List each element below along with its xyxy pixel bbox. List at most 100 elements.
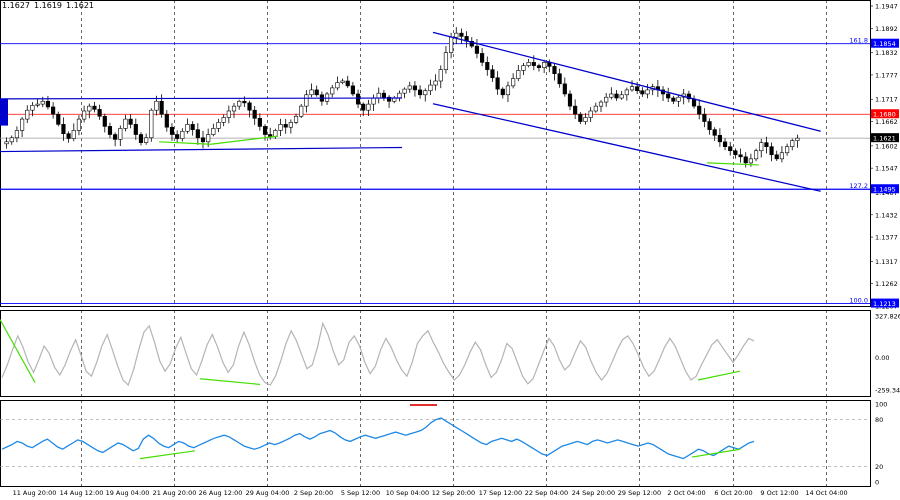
price-tag-label: 1.1680	[873, 111, 896, 119]
candle-body	[82, 110, 87, 120]
candle-body	[397, 92, 402, 99]
x-tick-label: 2 Sep 20:00	[294, 489, 333, 497]
x-tick-label: 26 Aug 12:00	[199, 489, 243, 497]
x-tick-label: 11 Aug 20:00	[13, 489, 57, 497]
rsi-axis-label: 20	[875, 463, 883, 471]
candle-body	[278, 124, 283, 131]
candle-body	[361, 103, 366, 111]
candle-body	[505, 85, 511, 96]
rsi-axis-label: 0	[875, 479, 879, 487]
candle-body	[567, 93, 573, 107]
support-line	[159, 141, 211, 145]
cci-divergence-line	[697, 370, 741, 381]
candle-body	[283, 124, 288, 128]
price-tick-label: 1.1262	[875, 280, 898, 288]
x-tick-label: 9 Oct 12:00	[760, 489, 798, 497]
candle-body	[671, 97, 676, 102]
candle-body	[304, 94, 309, 107]
candle-body	[722, 141, 728, 147]
candle-body	[247, 102, 252, 111]
support-line	[706, 162, 759, 166]
price-tag-label: 1.1621	[873, 135, 896, 143]
candle-body	[521, 65, 526, 71]
candle-body	[350, 85, 355, 95]
candle-body	[459, 32, 464, 37]
candle-body	[666, 93, 671, 99]
candle-body	[195, 129, 200, 139]
candle-body	[226, 110, 231, 118]
candle-body	[485, 62, 490, 70]
candle-body	[216, 122, 221, 129]
candle-body	[71, 130, 76, 139]
candle-body	[640, 90, 645, 95]
candle-body	[35, 103, 40, 106]
candle-body	[118, 128, 123, 140]
candle-body	[645, 89, 650, 95]
candle-body	[495, 77, 500, 90]
candle-body	[61, 124, 66, 135]
x-tick-label: 29 Sep 12:00	[618, 489, 661, 497]
fib-level-label: 127.2	[849, 182, 868, 190]
candle-body	[288, 122, 293, 128]
candle-body	[702, 113, 707, 122]
price-tick-label: 1.1947	[875, 3, 898, 11]
candle-body	[748, 158, 753, 164]
price-tag-bg	[871, 109, 899, 119]
candle-body	[257, 117, 262, 127]
candle-body	[92, 105, 97, 110]
candle-body	[511, 78, 516, 87]
candle-body	[583, 117, 588, 122]
candle-body	[552, 66, 557, 75]
rsi-divergence-line	[691, 448, 741, 458]
candle-body	[144, 137, 149, 143]
x-tick-label: 12 Sep 20:00	[432, 489, 475, 497]
candle-body	[56, 113, 61, 125]
candle-body	[45, 100, 51, 108]
candle-body	[138, 134, 144, 143]
candle-body	[107, 126, 113, 135]
x-tick-label: 14 Aug 12:00	[60, 489, 104, 497]
candle-body	[76, 118, 82, 131]
price-tick-label: 1.1777	[875, 71, 898, 79]
candle-body	[221, 117, 226, 123]
candle-body	[14, 130, 20, 139]
candle-body	[211, 128, 216, 135]
support-line	[210, 135, 279, 145]
candle-body	[9, 137, 14, 143]
header-close: 1.1621	[66, 1, 94, 10]
candle-body	[164, 113, 169, 128]
price-tick-label: 1.1892	[875, 25, 898, 33]
rsi-line	[1, 417, 755, 460]
cci-panel-frame	[0, 310, 871, 397]
candle-body	[764, 142, 769, 147]
channel-lower-line	[432, 103, 821, 192]
candle-body	[443, 52, 449, 70]
x-tick-label: 10 Sep 04:00	[386, 489, 429, 497]
candle-body	[779, 152, 784, 160]
x-tick-label: 14 Oct 04:00	[805, 489, 847, 497]
price-tick-label: 1.1547	[875, 165, 898, 173]
x-tick-label: 17 Sep 12:00	[479, 489, 522, 497]
candle-body	[536, 65, 542, 68]
cci-line	[1, 321, 755, 387]
x-tick-label: 6 Oct 20:00	[714, 489, 752, 497]
candle-body	[624, 89, 629, 96]
candle-body	[335, 82, 340, 89]
candle-body	[474, 45, 480, 54]
candle-body	[381, 92, 386, 98]
candle-body	[102, 115, 107, 127]
candle-body	[366, 103, 371, 111]
cci-divergence-line	[199, 378, 261, 386]
fib-level-label: 161.8	[849, 37, 868, 45]
channel-upper-line	[432, 31, 821, 132]
candle-body	[30, 105, 35, 111]
price-tick-label: 1.1832	[875, 49, 898, 57]
candle-body	[733, 150, 738, 156]
candle-body	[609, 93, 614, 98]
candle-body	[113, 134, 118, 140]
main-panel-frame	[0, 0, 871, 307]
candle-body	[97, 109, 102, 117]
candle-body	[293, 115, 299, 123]
candle-body	[345, 80, 350, 87]
